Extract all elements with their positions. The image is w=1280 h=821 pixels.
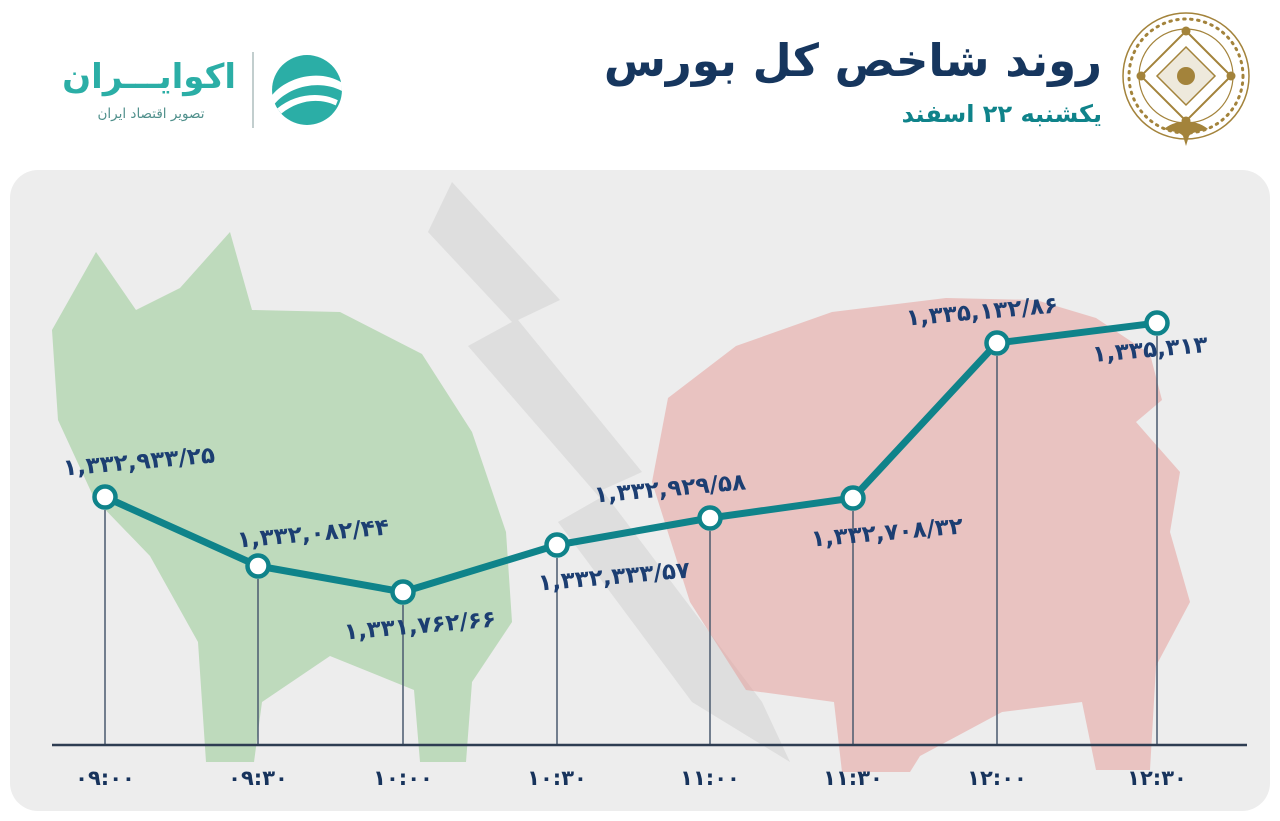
bull-silhouette bbox=[52, 232, 512, 762]
x-axis-label: ۱۰:۳۰ bbox=[527, 766, 587, 790]
data-point-marker bbox=[544, 532, 570, 558]
brand-text-block: اکوایـــران تصویر اقتصاد ایران bbox=[62, 56, 236, 123]
data-point-markers bbox=[92, 310, 1170, 605]
data-point-marker bbox=[697, 505, 723, 531]
x-axis-label: ۱۱:۰۰ bbox=[680, 766, 740, 790]
page-title: روند شاخص کل بورس bbox=[603, 34, 1102, 87]
x-axis-label: ۱۲:۰۰ bbox=[967, 766, 1027, 790]
x-axis-label: ۰۹:۳۰ bbox=[228, 766, 288, 790]
brand-tagline: تصویر اقتصاد ایران bbox=[97, 106, 205, 123]
data-point-marker bbox=[984, 330, 1010, 356]
bird-icon bbox=[1164, 121, 1208, 146]
swoosh-band-2 bbox=[276, 95, 338, 114]
point-stems bbox=[104, 336, 1158, 744]
brand-swoosh-circle-icon bbox=[271, 55, 342, 125]
brand-name: اکوایـــران bbox=[62, 56, 236, 97]
x-axis-label: ۰۹:۰۰ bbox=[75, 766, 135, 790]
data-point-marker bbox=[245, 553, 271, 579]
gold-medallion-emblem-icon bbox=[1122, 12, 1250, 146]
bear-silhouette bbox=[652, 298, 1190, 772]
data-point-marker bbox=[840, 485, 866, 511]
x-axis-label: ۱۲:۳۰ bbox=[1127, 766, 1187, 790]
date-label: یکشنبه ۲۲ اسفند bbox=[901, 100, 1102, 128]
brand-logo: اکوایـــران تصویر اقتصاد ایران bbox=[62, 38, 344, 142]
trend-line bbox=[101, 319, 1161, 596]
x-axis-label: ۱۰:۰۰ bbox=[373, 766, 433, 790]
data-point-marker bbox=[92, 484, 118, 510]
data-point-marker bbox=[390, 579, 416, 605]
swoosh-band-1 bbox=[271, 75, 342, 105]
swoosh-background-shape bbox=[428, 182, 790, 762]
logo-divider bbox=[252, 52, 254, 128]
data-point-marker bbox=[1144, 310, 1170, 336]
x-axis-label: ۱۱:۳۰ bbox=[823, 766, 883, 790]
title-block: روند شاخص کل بورس یکشنبه ۲۲ اسفند bbox=[604, 34, 1102, 128]
